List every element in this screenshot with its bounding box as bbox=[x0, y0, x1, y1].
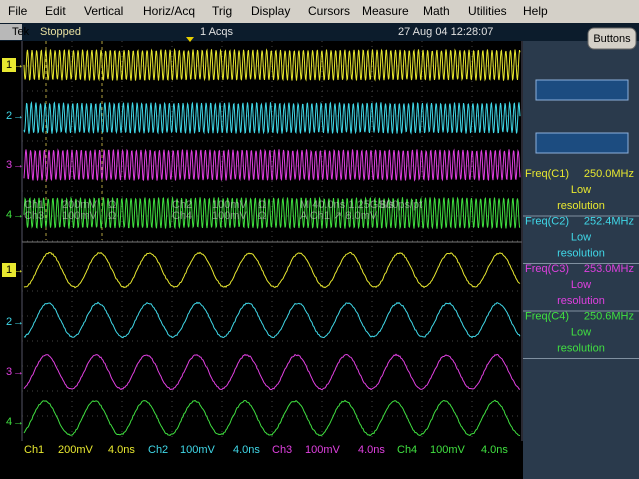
bottom-readout: 4.0ns bbox=[108, 444, 135, 456]
upper-readout: 800ps/pt bbox=[380, 199, 422, 211]
channel-arrow: → bbox=[13, 209, 24, 221]
menu-item[interactable]: Help bbox=[523, 4, 548, 18]
side-panel bbox=[523, 41, 639, 479]
upper-readout: A Ch1 ↗ 8.0mV bbox=[300, 210, 378, 222]
channel-arrow: → bbox=[13, 59, 24, 71]
menu-item[interactable]: File bbox=[8, 4, 28, 18]
channel-arrow: → bbox=[13, 110, 24, 122]
bottom-readout: Ch2 bbox=[148, 444, 168, 456]
menu-item[interactable]: Trig bbox=[212, 4, 232, 18]
upper-readout: 100mV bbox=[62, 210, 98, 222]
measurement-note: Low bbox=[571, 326, 591, 338]
channel-marker: 2 bbox=[6, 316, 12, 328]
date-time: 27 Aug 04 12:28:07 bbox=[398, 26, 493, 38]
upper-readout: 100mV bbox=[212, 210, 248, 222]
channel-arrow: → bbox=[13, 264, 24, 276]
bottom-readout: 100mV bbox=[180, 444, 216, 456]
channel-marker: 4 bbox=[6, 416, 12, 428]
input-box[interactable] bbox=[536, 80, 628, 100]
measurement-label: Freq(C1) bbox=[525, 168, 569, 180]
bottom-readout: 100mV bbox=[305, 444, 341, 456]
channel-arrow: → bbox=[13, 159, 24, 171]
measurement-note: Low bbox=[571, 279, 591, 291]
measurement-label: Freq(C3) bbox=[525, 263, 569, 275]
measurement-note: resolution bbox=[557, 295, 605, 307]
buttons-label[interactable]: Buttons bbox=[593, 33, 631, 45]
channel-marker: 3 bbox=[6, 366, 12, 378]
channel-marker: 4 bbox=[6, 209, 12, 221]
status-bar bbox=[0, 23, 639, 41]
brand: Tek bbox=[12, 26, 30, 38]
menu-item[interactable]: Horiz/Acq bbox=[143, 4, 195, 18]
acquisitions: 1 Acqs bbox=[200, 26, 234, 38]
upper-readout: Ω bbox=[108, 210, 116, 222]
measurement-note: Low bbox=[571, 184, 591, 196]
measurement-note: Low bbox=[571, 231, 591, 243]
bottom-readout: Ch4 bbox=[397, 444, 417, 456]
channel-arrow: → bbox=[13, 316, 24, 328]
channel-arrow: → bbox=[13, 416, 24, 428]
measurement-value: 252.4MHz bbox=[584, 215, 634, 227]
bottom-readout: 200mV bbox=[58, 444, 94, 456]
measurement-value: 250.0MHz bbox=[584, 168, 634, 180]
measurement-note: resolution bbox=[557, 247, 605, 259]
menu-item[interactable]: Edit bbox=[45, 4, 66, 18]
bottom-readout: Ch1 bbox=[24, 444, 44, 456]
upper-readout: Ω bbox=[258, 210, 266, 222]
bottom-readout: 4.0ns bbox=[358, 444, 385, 456]
bottom-readout: 100mV bbox=[430, 444, 466, 456]
channel-marker: 1 bbox=[6, 59, 12, 71]
bottom-readout: Ch3 bbox=[272, 444, 292, 456]
input-box[interactable] bbox=[536, 133, 628, 153]
measurement-value: 253.0MHz bbox=[584, 263, 634, 275]
measurement-label: Freq(C2) bbox=[525, 215, 569, 227]
menu-item[interactable]: Math bbox=[423, 4, 450, 18]
channel-marker: 3 bbox=[6, 159, 12, 171]
channel-arrow: → bbox=[13, 366, 24, 378]
measurement-note: resolution bbox=[557, 342, 605, 354]
run-state: Stopped bbox=[40, 26, 81, 38]
bottom-readout: 4.0ns bbox=[481, 444, 508, 456]
measurement-value: 250.6MHz bbox=[584, 310, 634, 322]
menu-item[interactable]: Cursors bbox=[308, 4, 350, 18]
upper-readout: Ch3 bbox=[24, 210, 44, 222]
menu-item[interactable]: Display bbox=[251, 4, 290, 18]
menu-item[interactable]: Utilities bbox=[468, 4, 507, 18]
measurement-label: Freq(C4) bbox=[525, 310, 569, 322]
bottom-readout: 4.0ns bbox=[233, 444, 260, 456]
menu-item[interactable]: Measure bbox=[362, 4, 409, 18]
channel-marker: 1 bbox=[6, 264, 12, 276]
upper-readout: Ch4 bbox=[172, 210, 192, 222]
menu-item[interactable]: Vertical bbox=[84, 4, 123, 18]
channel-marker: 2 bbox=[6, 110, 12, 122]
measurement-note: resolution bbox=[557, 200, 605, 212]
